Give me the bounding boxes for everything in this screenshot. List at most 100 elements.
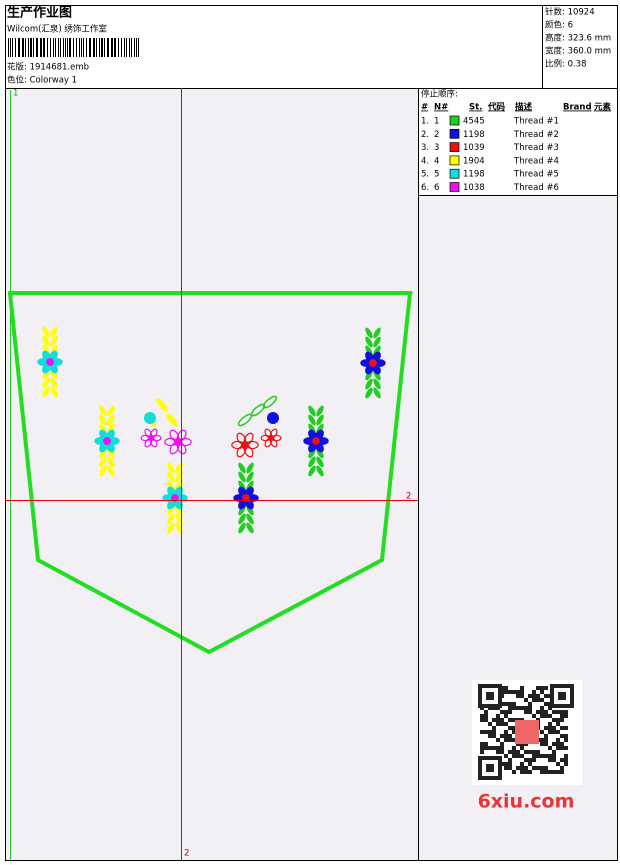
thread-code: 4545 [463, 117, 485, 127]
qr-cell [528, 770, 532, 774]
bar-stripe [118, 38, 119, 57]
qr-cell [516, 690, 520, 694]
flower-center [173, 437, 183, 447]
qr-cell [552, 758, 556, 762]
bar-stripe [111, 38, 113, 57]
bar-stripe [124, 38, 125, 57]
qr-cell [508, 762, 512, 766]
qr-cell [504, 690, 508, 694]
leaf [246, 471, 254, 483]
bar-stripe [83, 38, 84, 57]
qr-cell [520, 686, 524, 690]
row-number: 3. [421, 143, 429, 153]
bar-stripe [89, 38, 91, 57]
qr-cell [544, 770, 548, 774]
qr-cell [500, 722, 504, 726]
design-preview [5, 88, 418, 860]
qr-cell [524, 758, 528, 762]
leaf [365, 387, 373, 399]
bar-stripe [65, 38, 66, 57]
qr-cell [492, 726, 496, 730]
qr-cell [484, 710, 488, 714]
leaf [42, 326, 50, 338]
qr-cell [564, 754, 568, 758]
qr-cell [516, 754, 520, 758]
bar-stripe [126, 38, 127, 57]
qr-cell [520, 746, 524, 750]
bar-stripe [60, 38, 61, 57]
qr-cell [540, 730, 544, 734]
qr-cell [552, 770, 556, 774]
leaf [308, 405, 316, 417]
qr-cell [520, 762, 524, 766]
color-swatch [449, 142, 460, 152]
bar-stripe [96, 38, 97, 57]
qr-finder [486, 764, 494, 772]
leaf [175, 462, 183, 474]
leaf [238, 462, 246, 474]
leaf [316, 456, 324, 468]
qr-cell [532, 690, 536, 694]
qr-cell [524, 750, 528, 754]
qr-cell [520, 706, 524, 710]
pocket-outline [7, 291, 413, 655]
qr-cell [520, 766, 524, 770]
qr-cell [540, 690, 544, 694]
qr-cell [492, 718, 496, 722]
column-header: 代码 [487, 102, 506, 113]
qr-cell [548, 758, 552, 762]
leaf [156, 398, 168, 412]
bar-stripe [55, 38, 56, 57]
qr-cell [512, 770, 516, 774]
qr-cell [504, 730, 508, 734]
thread-code: 1198 [463, 170, 485, 180]
row-number: 2. [421, 130, 429, 140]
leaf [50, 335, 58, 347]
flower-center [147, 434, 155, 442]
qr-cell [560, 734, 564, 738]
leaf [316, 405, 324, 417]
qr-cell [560, 746, 564, 750]
thread-desc: Thread #5 [513, 170, 559, 180]
qr-cell [512, 738, 516, 742]
leaf [107, 456, 115, 468]
leaf [167, 462, 175, 474]
qr-cell [548, 730, 552, 734]
thread-desc: Thread #6 [513, 183, 559, 193]
qr-cell [508, 706, 512, 710]
qr-cell [556, 730, 560, 734]
qr-cell [528, 758, 532, 762]
qr-cell [480, 742, 484, 746]
drawing-area [5, 88, 418, 860]
qr-cell [500, 742, 504, 746]
qr-cell [548, 754, 552, 758]
qr-cell [564, 762, 568, 766]
leaf [246, 513, 254, 525]
leaf [107, 405, 115, 417]
qr-cell [552, 710, 556, 714]
qr-cell [536, 686, 540, 690]
column-header: # [421, 103, 428, 113]
qr-cell [520, 754, 524, 758]
stop-table: # N# St. 代码 描述 Brand 元素 1. 1 4545 Thread #1 2. 2 1198… [421, 102, 612, 194]
qr-cell [540, 770, 544, 774]
qr-cell [564, 758, 568, 762]
leaf [246, 462, 254, 474]
barcode [8, 38, 139, 57]
qr-cell [484, 742, 488, 746]
qr-cell [540, 710, 544, 714]
flower-center [240, 440, 250, 450]
qr-cell [508, 738, 512, 742]
stat: 比例: 0.38 [545, 59, 587, 70]
qr-cell [552, 754, 556, 758]
qr-cell [544, 714, 548, 718]
needle: 4 [434, 156, 439, 166]
qr-cell [520, 694, 524, 698]
qr-cell [544, 702, 548, 706]
needle: 6 [434, 183, 439, 193]
thread-code: 1198 [463, 130, 485, 140]
bar-stripe [50, 38, 51, 57]
qr-cell [556, 742, 560, 746]
leaf [262, 395, 278, 409]
bar-stripe [114, 38, 116, 57]
